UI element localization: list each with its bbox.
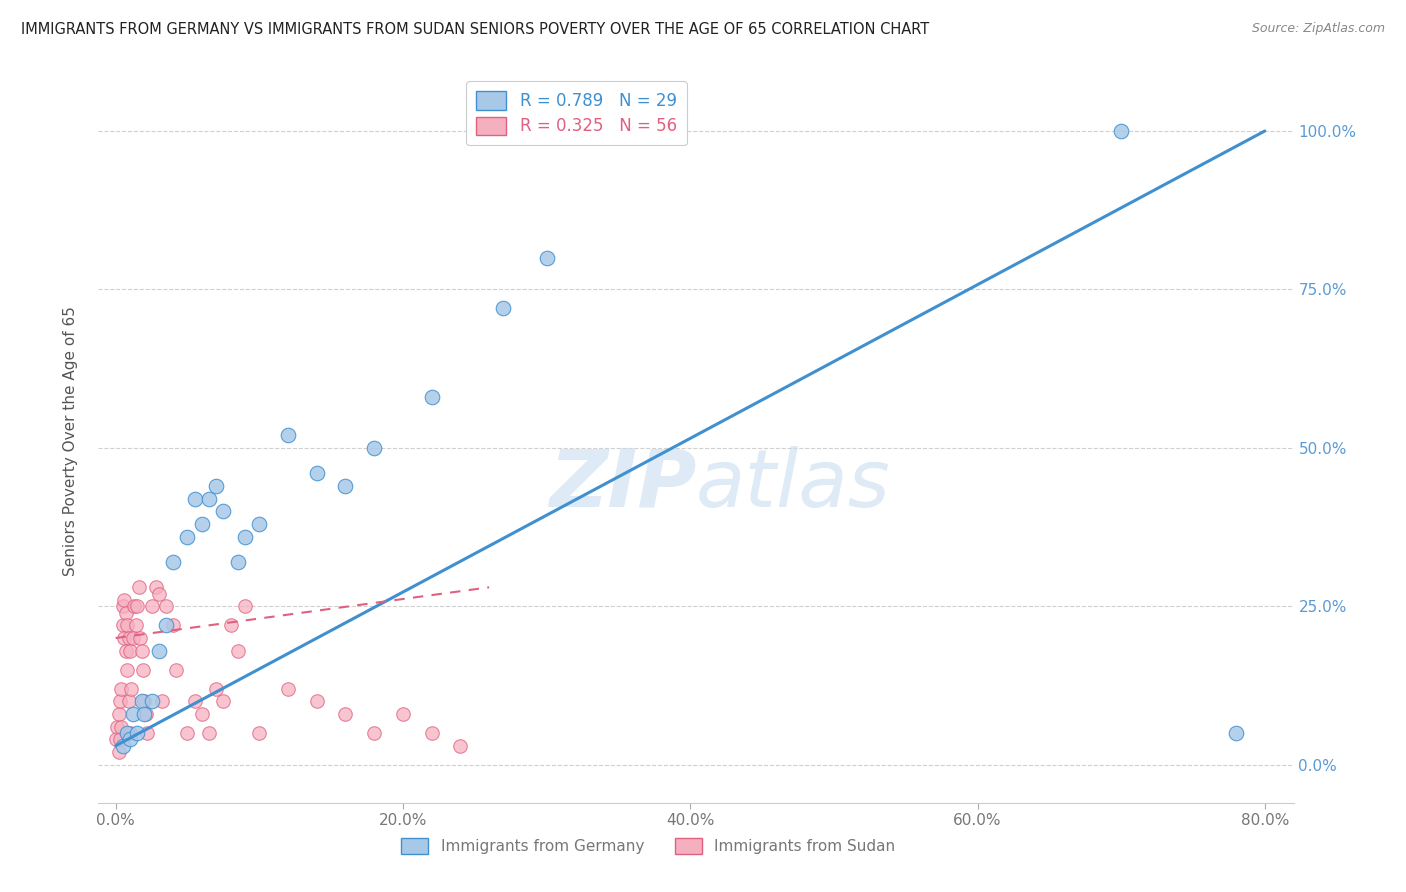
Point [110,681,132,696]
Point [198,726,221,740]
Point [198,491,221,506]
Y-axis label: Seniors Poverty Over the Age of 65: Seniors Poverty Over the Age of 65 [63,307,77,576]
Point [145,580,167,594]
Point [226,555,249,569]
Point [148,587,170,601]
Point [111,739,134,753]
Point [155,618,177,632]
Point [115,726,138,740]
Point [492,301,515,316]
Point [212,504,235,518]
Point [111,599,134,614]
Point [247,516,270,531]
Point [124,599,146,614]
Point [128,580,150,594]
Point [305,694,328,708]
Point [136,726,159,740]
Point [420,726,443,740]
Point [162,555,184,569]
Point [176,726,198,740]
Point [104,732,127,747]
Point [105,720,128,734]
Point [150,694,173,708]
Point [134,707,156,722]
Point [115,663,138,677]
Legend: Immigrants from Germany, Immigrants from Sudan: Immigrants from Germany, Immigrants from… [395,832,901,860]
Point [131,694,153,708]
Point [363,726,385,740]
Point [226,643,249,657]
Point [115,618,138,632]
Point [191,707,214,722]
Point [155,599,177,614]
Point [1109,124,1132,138]
Point [125,618,148,632]
Point [219,618,242,632]
Point [335,479,357,493]
Text: IMMIGRANTS FROM GERMANY VS IMMIGRANTS FROM SUDAN SENIORS POVERTY OVER THE AGE OF: IMMIGRANTS FROM GERMANY VS IMMIGRANTS FR… [21,22,929,37]
Text: atlas: atlas [696,446,891,524]
Point [536,251,558,265]
Point [165,663,187,677]
Point [132,663,155,677]
Point [1225,726,1247,740]
Point [420,390,443,404]
Point [183,694,205,708]
Point [141,694,163,708]
Point [212,694,235,708]
Point [176,530,198,544]
Point [191,516,214,531]
Point [107,745,129,759]
Point [117,694,139,708]
Point [127,726,149,740]
Point [205,681,228,696]
Point [122,631,145,645]
Point [114,643,136,657]
Point [117,631,139,645]
Point [335,707,357,722]
Point [277,681,299,696]
Text: Source: ZipAtlas.com: Source: ZipAtlas.com [1251,22,1385,36]
Point [363,441,385,455]
Point [305,467,328,481]
Point [114,606,136,620]
Point [141,599,163,614]
Point [118,726,141,740]
Point [108,694,131,708]
Point [134,694,156,708]
Point [392,707,415,722]
Point [135,707,157,722]
Point [118,732,141,747]
Point [110,720,132,734]
Point [127,599,149,614]
Point [162,618,184,632]
Point [118,643,141,657]
Point [148,643,170,657]
Point [233,530,256,544]
Point [111,618,134,632]
Point [131,643,153,657]
Point [449,739,471,753]
Point [112,631,135,645]
Point [122,707,145,722]
Point [107,707,129,722]
Point [129,631,152,645]
Point [277,428,299,442]
Point [205,479,228,493]
Point [108,732,131,747]
Point [112,593,135,607]
Text: ZIP: ZIP [548,446,696,524]
Point [247,726,270,740]
Point [120,681,142,696]
Point [183,491,205,506]
Point [233,599,256,614]
